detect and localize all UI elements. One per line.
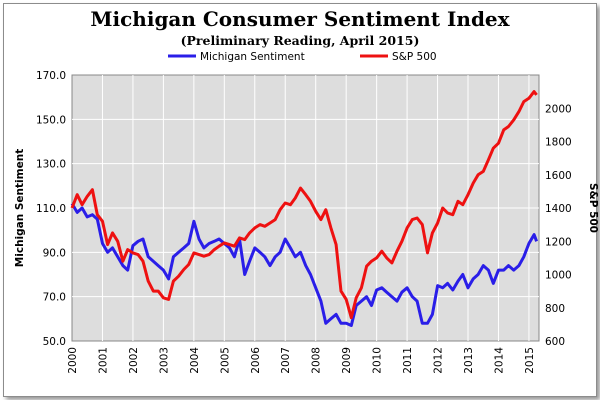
y-left-tick-label: 110.0 xyxy=(36,203,66,215)
x-tick-label: 2002 xyxy=(128,347,140,374)
y-axis-left-label: Michigan Sentiment xyxy=(14,149,26,267)
x-tick-label: 2010 xyxy=(372,347,384,374)
y-left-tick-label: 70.0 xyxy=(43,292,66,304)
x-tick-label: 2015 xyxy=(524,347,536,374)
x-tick-label: 2005 xyxy=(219,347,231,374)
y-axis-left-ticks: 50.0 70.0 90.0 110.0 130.0 150.0 170.0 xyxy=(36,70,66,348)
x-tick-label: 2011 xyxy=(402,347,414,374)
x-tick-label: 2000 xyxy=(67,347,79,374)
y-axis-right-label: S&P 500 xyxy=(587,183,599,233)
y-right-tick-label: 1600 xyxy=(545,170,572,182)
x-tick-label: 2003 xyxy=(158,347,170,374)
series-lines xyxy=(70,90,539,327)
y-right-tick-label: 1400 xyxy=(545,203,572,215)
chart-title: Michigan Consumer Sentiment Index xyxy=(90,7,510,31)
x-tick-label: 2008 xyxy=(311,347,323,374)
legend-label-michigan-sentiment: Michigan Sentiment xyxy=(200,51,305,63)
y-left-tick-label: 130.0 xyxy=(36,159,66,171)
y-left-tick-label: 150.0 xyxy=(36,114,66,126)
x-tick-label: 2013 xyxy=(463,347,475,374)
x-tick-label: 2001 xyxy=(97,347,109,374)
series-line-sp500 xyxy=(70,90,538,320)
y-left-tick-label: 170.0 xyxy=(36,70,66,82)
y-right-tick-label: 600 xyxy=(545,336,565,348)
legend: Michigan Sentiment S&P 500 xyxy=(168,51,437,63)
x-tick-label: 2004 xyxy=(189,347,201,374)
series-line-michigan-sentiment xyxy=(70,202,539,327)
legend-label-sp500: S&P 500 xyxy=(392,51,437,63)
y-left-tick-label: 50.0 xyxy=(43,336,66,348)
x-tick-label: 2006 xyxy=(250,347,262,374)
chart-subtitle: (Preliminary Reading, April 2015) xyxy=(181,33,420,48)
x-axis-ticks: 2000 2001 2002 2003 2004 2005 2006 2007 2008 2009… xyxy=(67,347,536,374)
x-tick-label: 2014 xyxy=(493,347,505,374)
y-right-tick-label: 2000 xyxy=(545,103,572,115)
y-right-tick-label: 1200 xyxy=(545,236,572,248)
y-left-tick-label: 90.0 xyxy=(43,247,66,259)
y-right-tick-label: 800 xyxy=(545,303,565,315)
x-tick-label: 2009 xyxy=(341,347,353,374)
y-right-tick-label: 1000 xyxy=(545,270,572,282)
y-right-tick-label: 1800 xyxy=(545,137,572,149)
y-axis-right-ticks: 600 800 1000 1200 1400 1600 1800 2000 xyxy=(545,103,572,348)
x-tick-label: 2007 xyxy=(280,347,292,374)
x-tick-label: 2012 xyxy=(433,347,445,374)
